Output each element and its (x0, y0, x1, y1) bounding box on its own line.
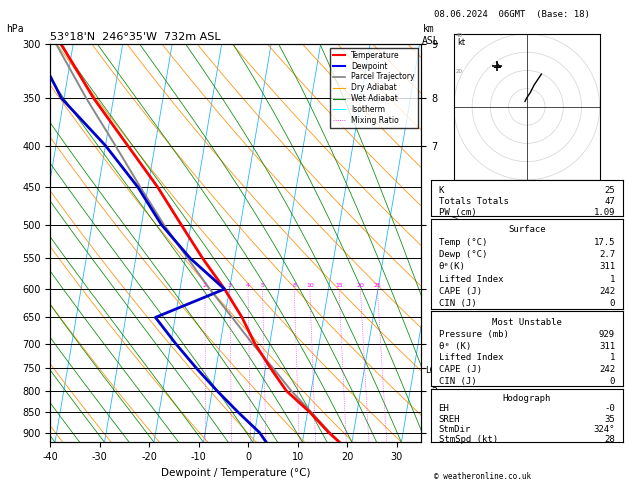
Text: hPa: hPa (6, 24, 24, 34)
Text: 47: 47 (604, 197, 615, 206)
Text: 20: 20 (357, 283, 364, 288)
Text: 0: 0 (610, 378, 615, 386)
Text: Dewp (°C): Dewp (°C) (438, 250, 487, 259)
Text: km: km (423, 24, 435, 34)
Text: 1: 1 (610, 353, 615, 363)
Text: 15: 15 (335, 283, 343, 288)
Text: 1: 1 (610, 275, 615, 284)
Text: 929: 929 (599, 330, 615, 339)
Text: PW (cm): PW (cm) (438, 208, 476, 217)
Text: 53°18'N  246°35'W  732m ASL: 53°18'N 246°35'W 732m ASL (50, 32, 221, 42)
Text: Lifted Index: Lifted Index (438, 353, 503, 363)
Text: Most Unstable: Most Unstable (492, 318, 562, 327)
Text: Pressure (mb): Pressure (mb) (438, 330, 508, 339)
Text: 1.09: 1.09 (594, 208, 615, 217)
Text: ASL: ASL (421, 36, 439, 46)
Text: StmSpd (kt): StmSpd (kt) (438, 434, 498, 444)
Text: 20: 20 (455, 69, 463, 74)
Text: CIN (J): CIN (J) (438, 378, 476, 386)
Text: StmDir: StmDir (438, 425, 470, 434)
Text: K: K (438, 186, 444, 195)
Text: 5: 5 (260, 283, 264, 288)
Text: CIN (J): CIN (J) (438, 299, 476, 309)
Text: SREH: SREH (438, 415, 460, 423)
Text: 3: 3 (228, 283, 231, 288)
Text: 242: 242 (599, 365, 615, 374)
Text: © weatheronline.co.uk: © weatheronline.co.uk (434, 472, 531, 481)
Text: kt: kt (457, 38, 465, 48)
Text: Hodograph: Hodograph (503, 394, 551, 403)
Text: -0: -0 (604, 404, 615, 414)
Text: EH: EH (438, 404, 449, 414)
Text: θᵉ(K): θᵉ(K) (438, 262, 465, 271)
Text: 0: 0 (610, 299, 615, 309)
Text: 8: 8 (292, 283, 296, 288)
Text: 10: 10 (306, 283, 314, 288)
Text: Lifted Index: Lifted Index (438, 275, 503, 284)
Text: 25: 25 (604, 186, 615, 195)
Text: Surface: Surface (508, 226, 545, 234)
X-axis label: Dewpoint / Temperature (°C): Dewpoint / Temperature (°C) (161, 468, 311, 478)
Y-axis label: Mixing Ratio (g/kg): Mixing Ratio (g/kg) (451, 200, 460, 286)
Text: 311: 311 (599, 262, 615, 271)
Text: 324°: 324° (594, 425, 615, 434)
Text: 40: 40 (455, 33, 463, 38)
Text: 242: 242 (599, 287, 615, 296)
Text: CAPE (J): CAPE (J) (438, 287, 482, 296)
Text: CAPE (J): CAPE (J) (438, 365, 482, 374)
Text: 4: 4 (246, 283, 250, 288)
Text: 35: 35 (604, 415, 615, 423)
Text: LCL: LCL (425, 366, 440, 375)
Text: 25: 25 (374, 283, 381, 288)
Legend: Temperature, Dewpoint, Parcel Trajectory, Dry Adiabat, Wet Adiabat, Isotherm, Mi: Temperature, Dewpoint, Parcel Trajectory… (330, 48, 418, 128)
Text: θᵉ (K): θᵉ (K) (438, 342, 470, 350)
Text: 28: 28 (604, 434, 615, 444)
Text: 2: 2 (203, 283, 207, 288)
Text: Temp (°C): Temp (°C) (438, 238, 487, 247)
Text: Totals Totals: Totals Totals (438, 197, 508, 206)
Text: 17.5: 17.5 (594, 238, 615, 247)
Text: 2.7: 2.7 (599, 250, 615, 259)
Text: 08.06.2024  06GMT  (Base: 18): 08.06.2024 06GMT (Base: 18) (434, 10, 590, 19)
Text: 311: 311 (599, 342, 615, 350)
